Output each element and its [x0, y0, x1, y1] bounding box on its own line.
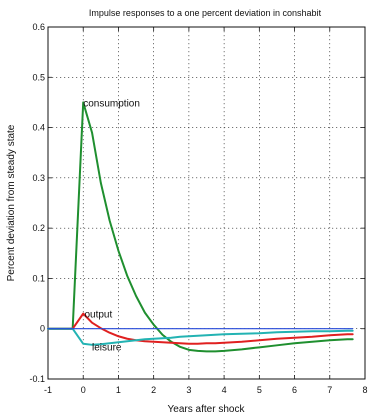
- x-tick-label: 3: [186, 385, 191, 395]
- y-tick-label: 0: [40, 324, 45, 334]
- x-tick-label: 4: [222, 385, 227, 395]
- x-tick-label: 5: [257, 385, 262, 395]
- series-line: [47, 327, 354, 346]
- x-tick-label: 8: [362, 385, 367, 395]
- x-tick-label: -1: [44, 385, 52, 395]
- plot-frame: [47, 26, 366, 380]
- chart-title: Impulse responses to a one percent devia…: [89, 8, 322, 18]
- y-tick-label: 0.2: [32, 223, 45, 233]
- y-tick-label: 0.1: [32, 273, 45, 283]
- x-tick-label: 0: [81, 385, 86, 395]
- y-tick-labels: -0.1 0 0.1 0.2 0.3 0.4 0.5 0.6: [29, 22, 45, 384]
- y-tick-label: 0.5: [32, 72, 45, 82]
- y-axis-label: Percent deviation from steady state: [6, 124, 17, 281]
- axis-ticks: [47, 26, 366, 380]
- annotation-label: leisure: [92, 342, 122, 353]
- x-axis-label: Years after shock: [168, 404, 246, 415]
- y-tick-label: 0.6: [32, 22, 45, 32]
- x-tick-label: 7: [327, 385, 332, 395]
- annotation-label: consumption: [83, 98, 140, 109]
- x-tick-label: 1: [116, 385, 121, 395]
- plot-background: [48, 27, 365, 379]
- series-line: [47, 101, 354, 353]
- y-tick-label: 0.3: [32, 173, 45, 183]
- series-lines: [47, 101, 354, 353]
- x-tick-labels: -1 0 1 2 3 4 5 6 7 8: [44, 385, 368, 395]
- x-tick-label: 2: [151, 385, 156, 395]
- series-line: [47, 312, 354, 345]
- y-tick-label: -0.1: [29, 374, 45, 384]
- annotation-label: output: [84, 310, 112, 321]
- x-tick-label: 6: [292, 385, 297, 395]
- annotations: consumption output leisure: [83, 98, 140, 353]
- y-tick-label: 0.4: [32, 123, 45, 133]
